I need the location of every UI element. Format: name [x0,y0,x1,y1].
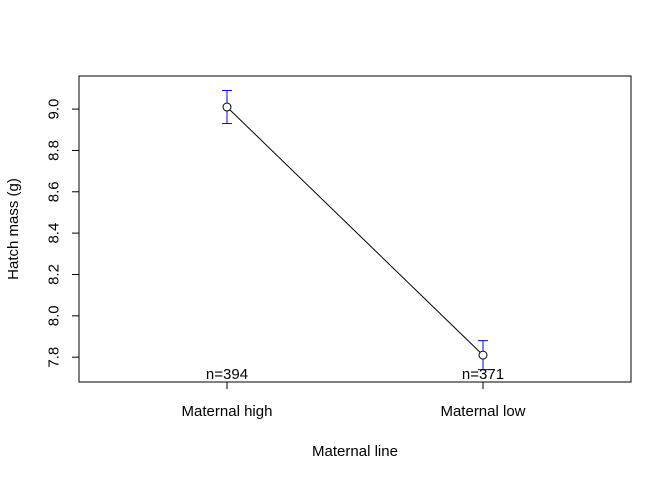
y-tick-label: 8.8 [46,140,63,161]
data-point [478,350,488,360]
x-axis-label: Maternal line [312,443,398,460]
y-axis-label: Hatch mass (g) [5,178,22,280]
y-tick-label: 9.0 [46,99,63,120]
plot-frame [78,75,632,383]
x-tick-label: Maternal high [182,403,273,420]
y-tick-label: 7.8 [46,347,63,368]
x-tick-label: Maternal low [440,403,525,420]
y-tick-label: 8.0 [46,305,63,326]
chart-axes: 7.8 8.0 8.2 8.4 8.6 8.8 9.0 Maternal high Matern… [46,99,526,420]
series-line [226,106,484,356]
y-tick-label: 8.6 [46,181,63,202]
chart-marks: n=394 n=371 [206,89,504,383]
data-point [222,102,232,112]
y-tick-label: 8.4 [46,223,63,244]
count-label: n=371 [462,366,504,383]
y-tick-label: 8.2 [46,264,63,285]
count-label: n=394 [206,366,248,383]
